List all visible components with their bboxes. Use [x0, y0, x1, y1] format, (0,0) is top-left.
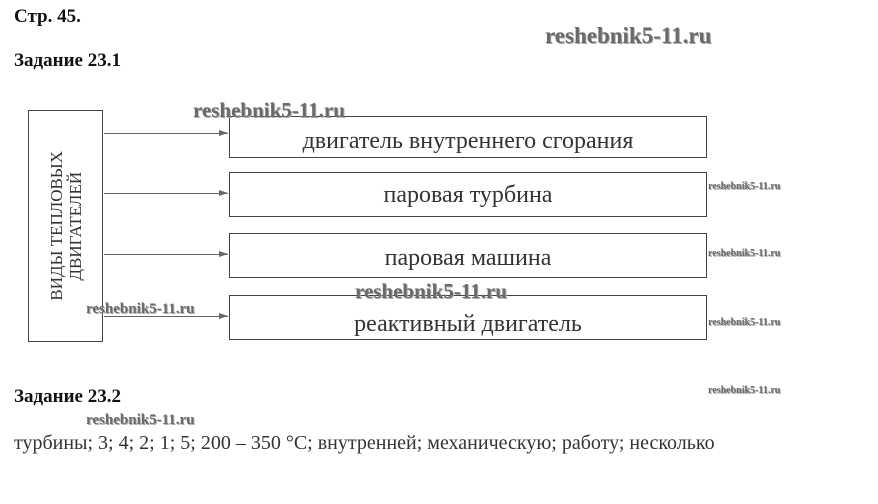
watermark: reshebnik5-11.ru	[86, 301, 195, 317]
engine-box-2: паровая турбина	[229, 172, 707, 217]
watermark: reshebnik5-11.ru	[545, 23, 712, 48]
engine-box-1: двигатель внутреннего сгорания	[229, 116, 707, 158]
page-label: Стр. 45.	[14, 6, 81, 27]
root-label-line-1: ВИДЫ ТЕПЛОВЫХ	[46, 151, 66, 301]
engine-box-3: паровая машина	[229, 233, 707, 278]
task1-title: Задание 23.1	[14, 50, 121, 71]
watermark: reshebnik5-11.ru	[708, 385, 781, 396]
task2-title: Задание 23.2	[14, 386, 121, 407]
watermark: reshebnik5-11.ru	[708, 317, 781, 328]
root-label-line-2: ДВИГАТЕЛЕЙ	[65, 171, 85, 281]
arrow-3	[104, 251, 228, 257]
watermark: reshebnik5-11.ru	[193, 98, 345, 122]
arrow-1	[104, 130, 228, 136]
root-box	[28, 110, 103, 342]
engine-box-4: реактивный двигатель	[229, 295, 707, 340]
watermark: reshebnik5-11.ru	[708, 181, 781, 192]
watermark: reshebnik5-11.ru	[355, 279, 507, 303]
arrow-2	[104, 190, 228, 196]
watermark: reshebnik5-11.ru	[86, 412, 195, 428]
watermark: reshebnik5-11.ru	[708, 248, 781, 259]
task2-answer: турбины; 3; 4; 2; 1; 5; 200 – 350 °С; вн…	[14, 432, 715, 454]
arrow-4	[104, 313, 228, 319]
